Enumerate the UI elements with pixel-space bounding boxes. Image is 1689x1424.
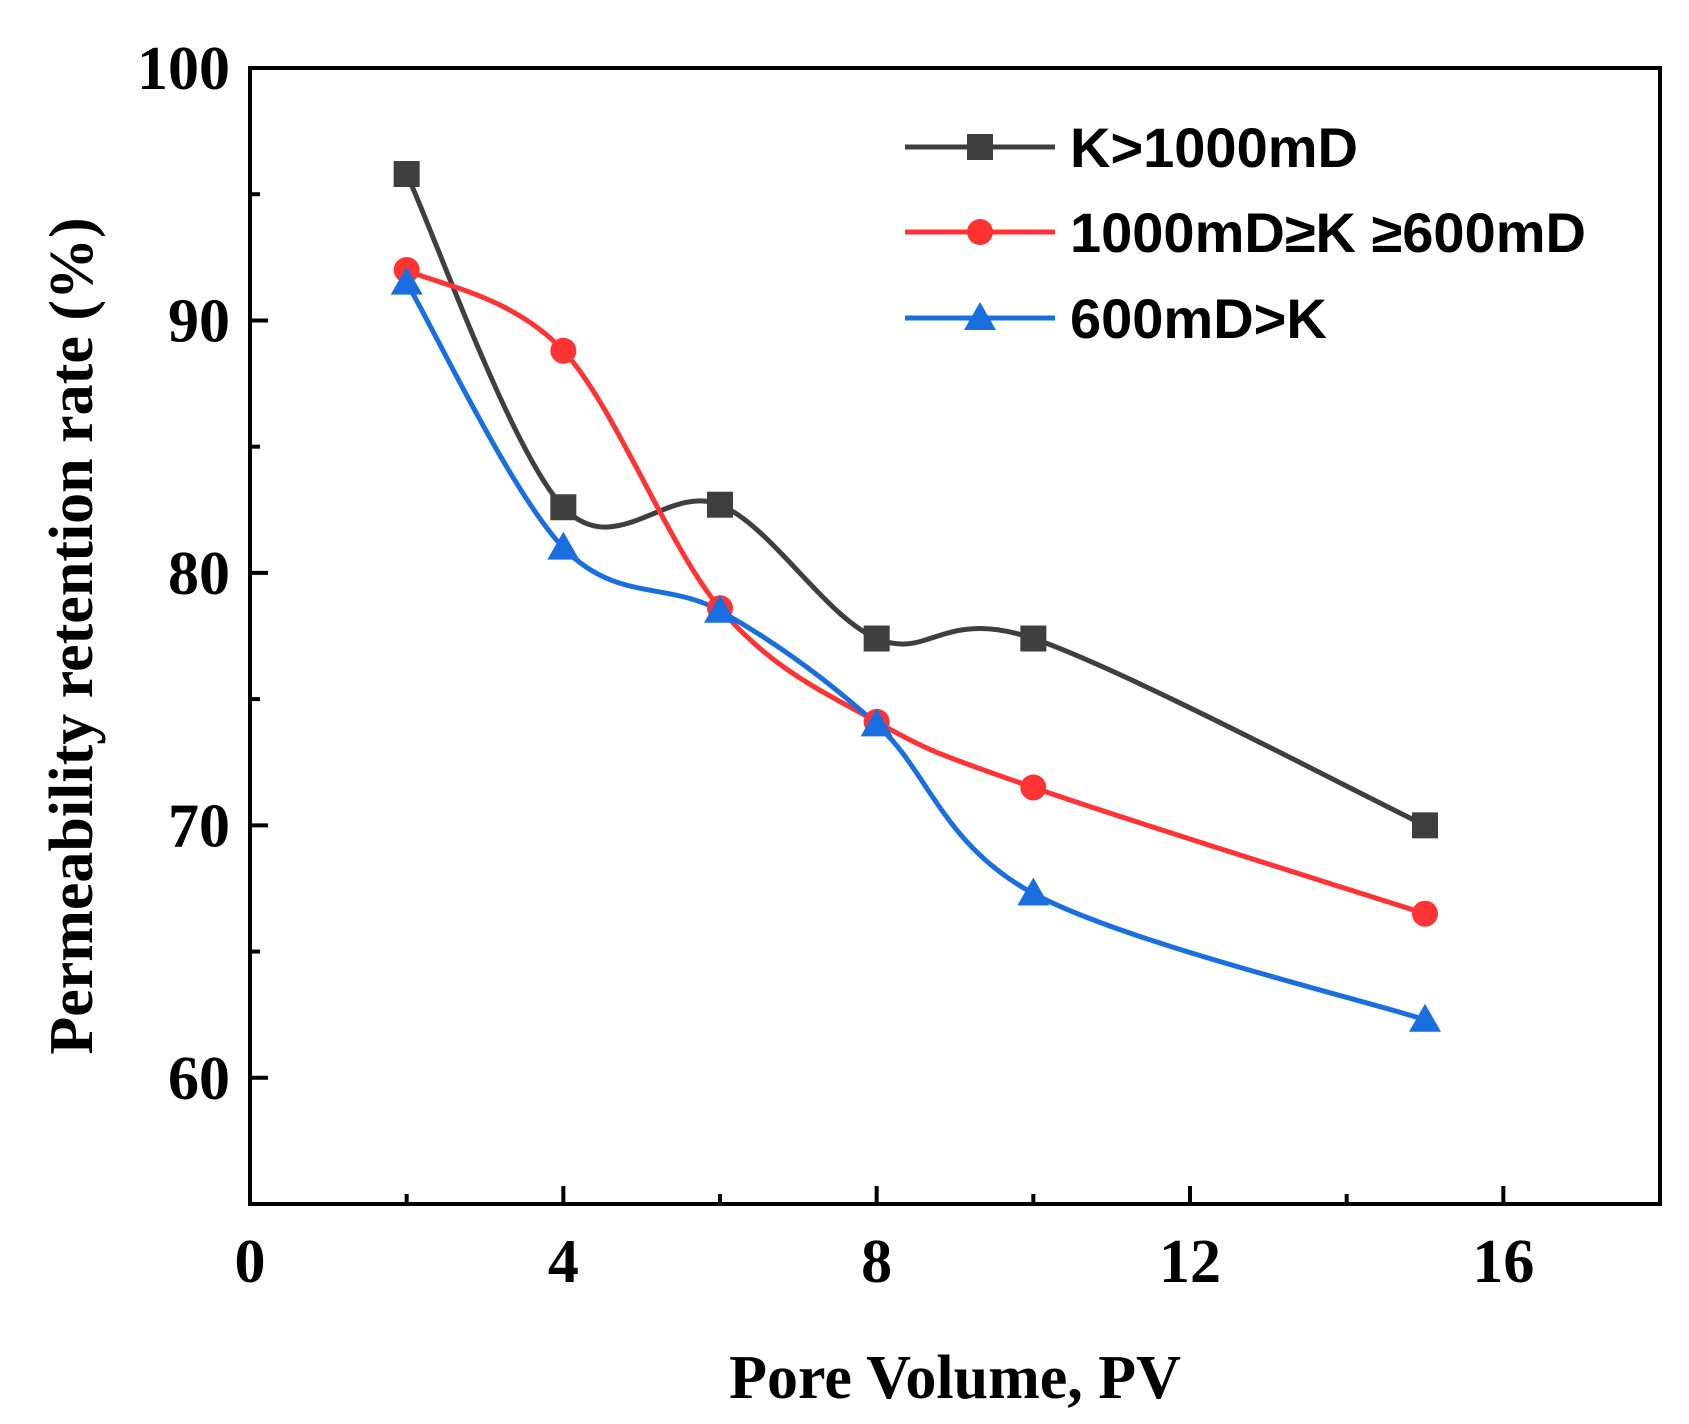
data-point-series-1: [550, 337, 577, 364]
axis-ticks: [248, 66, 1506, 1204]
legend: K>1000mD 1000mD≥K ≥600mD 600mD>K: [905, 116, 1586, 350]
series-line-2: [404, 281, 1426, 1023]
data-point-series-2: [1409, 1003, 1441, 1032]
x-tick-label: 8: [861, 1228, 892, 1296]
y-axis-title: Permeability retention rate (%): [38, 217, 106, 1054]
y-tick-label: 100: [137, 35, 230, 103]
y-tick-label: 80: [168, 540, 230, 608]
series-line-0: [404, 172, 1427, 828]
data-point-series-0: [550, 494, 577, 521]
series-line-1: [405, 267, 1426, 917]
data-point-series-1: [1412, 900, 1438, 927]
y-tick-labels: 60 70 80 90 100: [137, 35, 230, 1113]
legend-label-0: K>1000mD: [1070, 116, 1358, 179]
data-point-series-2: [390, 266, 423, 295]
legend-marker-1: [967, 219, 993, 245]
y-tick-label: 70: [168, 792, 230, 860]
data-point-series-2: [547, 531, 580, 560]
data-point-series-2: [860, 708, 893, 737]
data-point-series-0: [863, 625, 890, 652]
legend-marker-0: [967, 134, 993, 160]
plot-area-frame: [248, 66, 1662, 1206]
x-tick-label: 12: [1159, 1228, 1221, 1296]
y-tick-label: 60: [168, 1045, 230, 1113]
x-axis-title: Pore Volume, PV: [729, 1344, 1181, 1412]
legend-label-2: 600mD>K: [1070, 287, 1327, 350]
x-tick-label: 0: [235, 1228, 266, 1296]
data-point-series-1: [1020, 774, 1047, 801]
x-tick-labels: 0 4 8 12 16: [235, 1228, 1535, 1296]
data-point-series-0: [1412, 812, 1438, 839]
data-point-series-2: [1017, 877, 1050, 906]
x-tick-label: 4: [548, 1228, 579, 1296]
legend-label-1: 1000mD≥K ≥600mD: [1070, 201, 1586, 264]
data-point-series-2: [704, 594, 736, 623]
data-point-series-0: [393, 161, 420, 188]
series-markers: [390, 161, 1441, 1032]
y-tick-label: 90: [168, 287, 230, 355]
x-tick-label: 16: [1472, 1228, 1534, 1296]
data-point-series-0: [707, 491, 733, 518]
data-point-series-0: [1020, 625, 1047, 652]
legend-marker-2: [964, 302, 996, 330]
